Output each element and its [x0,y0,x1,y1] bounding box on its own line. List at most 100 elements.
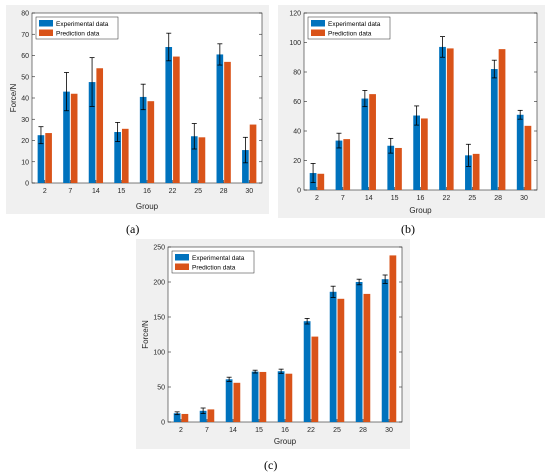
error-bar [226,376,232,382]
x-tick-label: 15 [255,427,263,434]
x-tick-label: 2 [179,427,183,434]
bar-prediction [96,68,104,183]
bar-prediction [363,293,371,422]
chart-a-svg: 0 10 20 30 40 50 60 70 80 2 7 14 15 16 22 25 28 30 Group Fo… [9,11,263,211]
x-tick-label: 25 [468,195,476,202]
y-tick-label: 250 [153,245,165,252]
x-tick-label: 28 [494,195,502,202]
bar-prediction [317,173,325,190]
error-bar [356,278,362,286]
bar-experimental [114,132,121,183]
plot-area [31,12,263,184]
y-tick-label: 10 [21,159,29,166]
x-tick-label: 2 [315,195,319,202]
error-bar [217,43,223,66]
bar-prediction [395,147,402,190]
y-tick-label: 70 [21,32,29,39]
bar-prediction [285,373,293,422]
error-bar [465,143,471,167]
bar-prediction [70,93,78,183]
bar-experimental [251,371,259,422]
bar-experimental [439,46,446,190]
y-tick-label: 40 [21,96,29,103]
error-bar [491,59,497,79]
legend-entry: Prediction data [192,264,236,271]
bar-prediction [207,409,215,422]
x-tick-label: 30 [245,188,253,195]
bar-experimental [303,321,311,422]
x-tick-label: 7 [341,195,345,202]
bar-prediction [45,133,52,183]
y-tick-label: 0 [25,181,29,188]
bar-experimental [465,155,472,190]
bar-experimental [381,279,389,422]
panel-label-b: (b) [401,222,415,236]
y-tick-label: 20 [21,138,29,145]
bar-experimental [190,136,198,183]
error-bar [38,126,44,145]
panel-label-a: (a) [126,222,140,236]
bar-prediction [311,336,319,422]
error-bar [115,122,121,142]
y-tick-label: 50 [157,385,165,392]
bar-prediction [181,413,189,422]
error-bar [191,123,197,150]
legend: Experimental data Prediction data [171,250,255,274]
x-tick-label: 7 [68,188,72,195]
y-tick-label: 50 [21,74,29,81]
y-tick-label: 60 [293,99,301,106]
legend-entry: Experimental data [192,255,245,262]
error-bar [278,368,284,374]
y-tick-label: 0 [161,420,165,427]
error-bar [414,105,420,126]
x-tick-label: 25 [333,427,341,434]
bar-prediction [446,48,454,191]
bar-experimental [242,150,249,183]
plot-area [167,246,403,423]
bar-experimental [516,114,524,190]
x-tick-label: 22 [169,188,177,195]
panel-b: 0 20 40 60 80 100 120 2 7 14 15 16 22 25 28 30 Group Expe… [278,5,545,218]
error-bar [388,137,394,154]
bar-prediction [147,101,155,183]
error-bar [242,136,248,164]
bar-experimental [413,115,420,190]
bar-prediction [198,137,206,183]
bar-experimental [88,82,96,183]
legend-box [35,16,119,40]
bar-prediction [498,49,506,191]
y-axis-label: Force/N [141,320,150,349]
x-tick-label: 2 [43,188,47,195]
bar-prediction [337,298,345,422]
legend-entry: Prediction data [328,30,372,37]
bar-prediction [233,382,241,422]
y-tick-label: 30 [21,117,29,124]
x-tick-label: 16 [417,195,425,202]
bar-prediction [224,61,231,183]
x-tick-label: 25 [194,188,202,195]
y-tick-label: 20 [293,158,301,165]
x-tick-label: 16 [281,427,289,434]
legend-entry: Prediction data [56,30,100,37]
bar-prediction [472,153,480,190]
x-tick-label: 15 [118,188,126,195]
x-tick-label: 15 [391,195,399,202]
legend-swatch [311,20,325,27]
legend-swatch [175,263,189,270]
error-bar [252,369,258,374]
y-axis-label: Force/N [9,84,18,113]
error-bar [382,274,388,284]
error-bar [362,90,368,108]
bar-prediction [343,139,351,190]
y-tick-label: 60 [21,53,29,60]
x-tick-label: 14 [92,188,100,195]
bar-experimental [355,282,363,422]
x-tick-label: 22 [442,195,450,202]
x-tick-label: 14 [365,195,373,202]
legend: Experimental data Prediction data [307,16,391,40]
bar-experimental [225,379,233,422]
y-tick-label: 100 [153,350,165,357]
x-tick-label: 14 [229,427,237,434]
error-bar [440,36,446,58]
legend-box [171,250,255,274]
